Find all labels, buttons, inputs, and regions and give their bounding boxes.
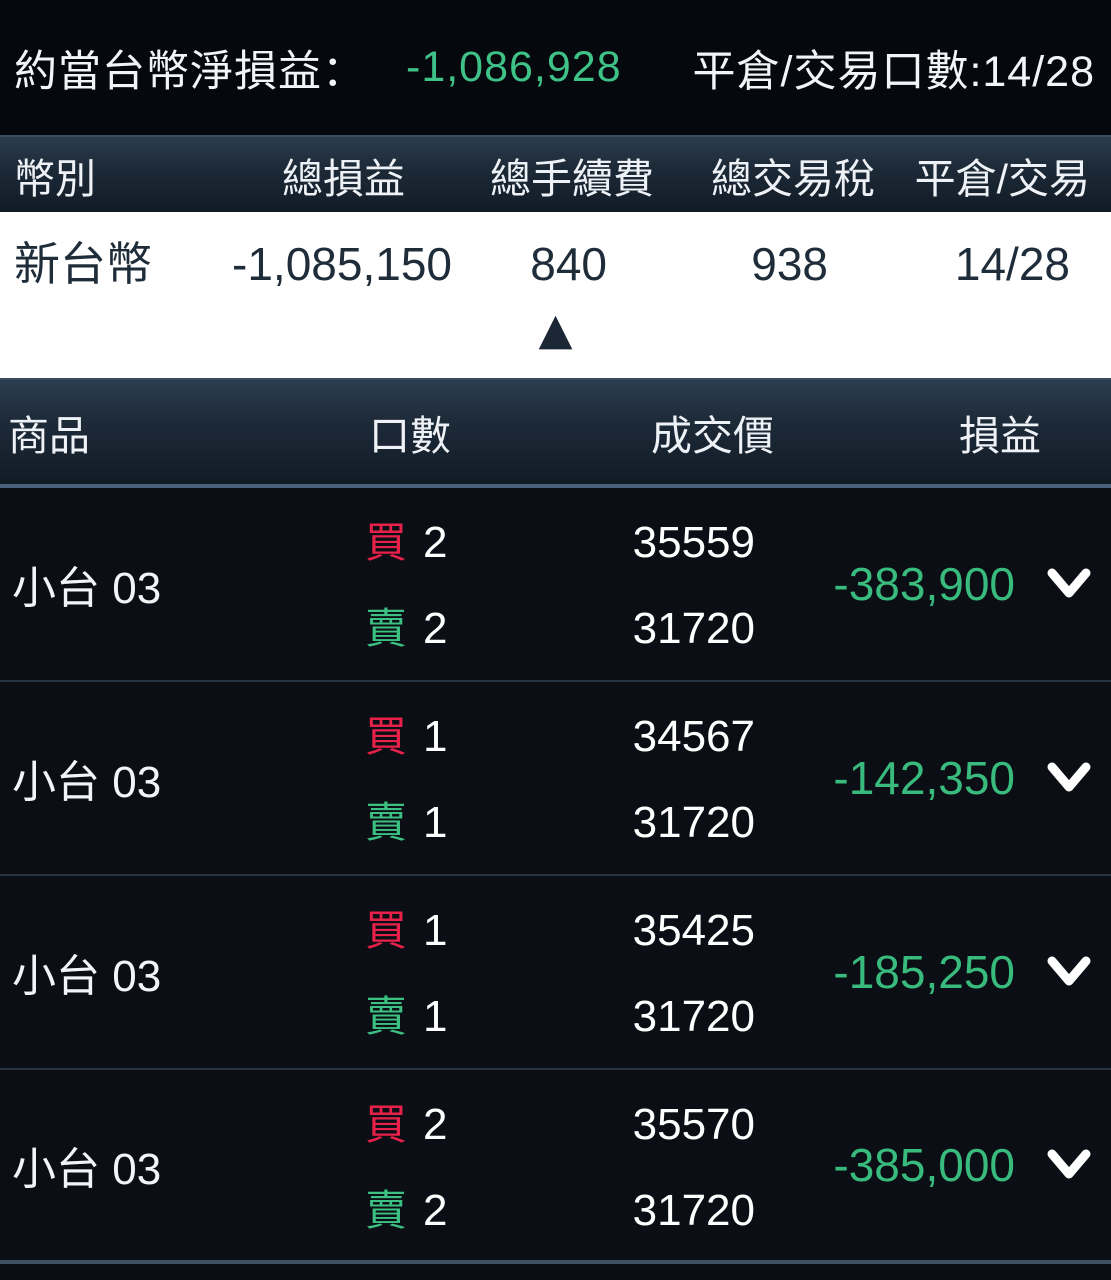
summary-row: 新台幣 -1,085,150 840 938 14/28 ▲ [0,212,1111,378]
positions-table-header: 商品 口數 成交價 損益 [0,378,1111,488]
buy-side-label: 買 [365,907,408,954]
col-currency: 幣別 [14,155,96,202]
row-pnl: -385,000 [833,1139,1015,1191]
buy-qty: 2 [423,518,448,567]
chevron-down-icon[interactable] [1045,1147,1093,1183]
buy-qty: 1 [423,906,448,955]
sell-price: 31720 [632,1186,755,1235]
closed-trades-count: 平倉/交易口數:14/28 [692,47,1095,96]
net-pnl-value: -1,086,928 [406,43,622,91]
sell-qty: 2 [423,1186,448,1235]
col-total-pnl: 總損益 [282,155,405,202]
buy-side-label: 買 [365,519,408,566]
sell-side-label: 賣 [365,1187,408,1234]
buy-price: 35559 [632,518,755,567]
summary-table-header: 幣別 總損益 總手續費 總交易稅 平倉/交易 [0,135,1111,212]
col-product: 商品 [8,413,90,459]
col-total-fee: 總手續費 [490,155,654,202]
buy-price: 35570 [632,1100,755,1149]
sell-side-label: 賣 [365,993,408,1040]
position-row[interactable]: 小台 03 買 2 賣 2 35559 31720 -383,900 [0,488,1111,682]
net-pnl-label: 約當台幣淨損益： [14,47,366,96]
chevron-down-icon[interactable] [1045,566,1093,602]
col-deal-price: 成交價 [651,413,774,459]
summary-total-pnl: -1,085,150 [232,238,452,290]
product-name: 小台 03 [12,952,162,1001]
col-pnl: 損益 [959,413,1041,459]
product-name: 小台 03 [12,564,162,613]
col-total-tax: 總交易稅 [711,155,875,202]
chevron-down-icon[interactable] [1045,760,1093,796]
col-closed-trades: 平倉/交易 [914,155,1090,202]
sell-qty: 1 [423,992,448,1041]
product-name: 小台 03 [12,758,162,807]
row-pnl: -185,250 [833,946,1015,998]
buy-qty: 1 [423,712,448,761]
sell-price: 31720 [632,992,755,1041]
product-name: 小台 03 [12,1145,162,1194]
buy-side-label: 買 [365,713,408,760]
row-pnl: -142,350 [833,752,1015,804]
sell-qty: 1 [423,798,448,847]
buy-price: 35425 [632,906,755,955]
position-row[interactable]: 小台 03 買 1 賣 1 34567 31720 -142,350 [0,682,1111,876]
sell-qty: 2 [423,604,448,653]
summary-currency: 新台幣 [14,238,152,290]
next-row-partial [0,1264,1111,1280]
buy-side-label: 買 [365,1101,408,1148]
col-lots: 口數 [369,413,451,459]
position-row[interactable]: 小台 03 買 1 賣 1 35425 31720 -185,250 [0,876,1111,1070]
net-pnl-bar: 約當台幣淨損益： -1,086,928 平倉/交易口數:14/28 [0,0,1111,135]
buy-qty: 2 [423,1100,448,1149]
row-pnl: -383,900 [833,558,1015,610]
chevron-down-icon[interactable] [1045,954,1093,990]
summary-closed-trades: 14/28 [954,238,1070,290]
position-row[interactable]: 小台 03 買 2 賣 2 35570 31720 -385,000 [0,1070,1111,1264]
sell-price: 31720 [632,604,755,653]
sell-side-label: 賣 [365,799,408,846]
triangle-up-icon[interactable]: ▲ [538,304,573,355]
positions-list: 小台 03 買 2 賣 2 35559 31720 -383,900 小台 03… [0,488,1111,1280]
summary-total-tax: 938 [751,238,828,290]
sell-side-label: 賣 [365,605,408,652]
buy-price: 34567 [632,712,755,761]
sell-price: 31720 [632,798,755,847]
summary-total-fee: 840 [530,238,607,290]
